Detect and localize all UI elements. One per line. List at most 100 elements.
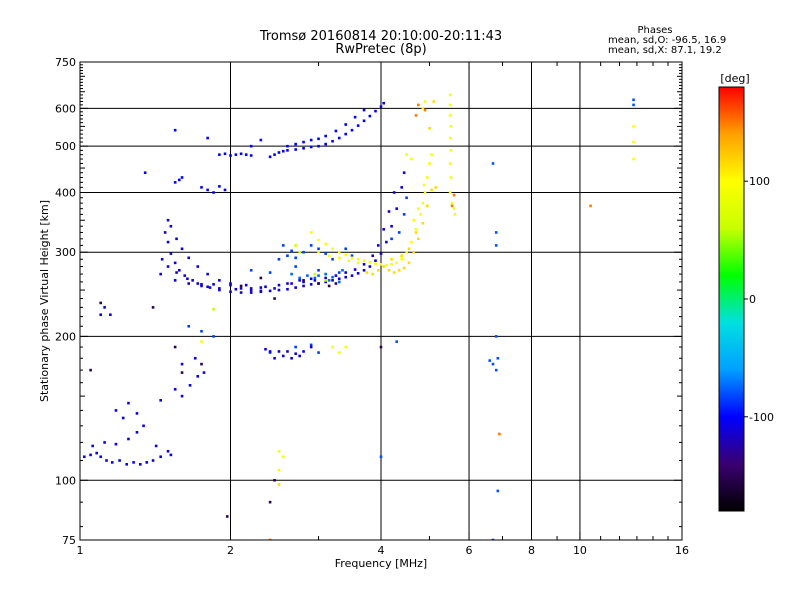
y-tick-label: 400 [55,186,76,199]
data-point [259,286,263,289]
data-point [331,275,334,279]
data-point [173,128,177,132]
data-point [249,268,253,272]
data-point [324,142,327,146]
data-point [159,455,162,459]
data-point [371,272,375,276]
phase-stats-heading: Phases [637,25,672,36]
data-point [294,345,297,349]
data-point [317,268,320,272]
data-point [402,266,406,270]
data-point [407,247,411,251]
data-point [414,114,418,117]
data-point [324,252,327,255]
data-point [344,247,348,251]
data-point [421,221,425,225]
data-point [365,271,369,274]
data-point [448,162,452,165]
data-point [450,204,454,208]
data-point [244,283,248,287]
data-point [268,500,272,504]
data-point [298,354,301,358]
data-point [277,283,281,287]
data-point [239,287,243,290]
data-point [452,207,456,210]
data-point [353,115,357,119]
data-point [382,228,385,231]
data-point [356,124,360,127]
data-point [327,254,331,258]
data-point [180,176,184,179]
data-point [200,362,203,366]
data-point [313,279,317,282]
data-point [206,285,209,289]
data-point [273,153,276,156]
data-point [286,350,289,353]
data-point [395,207,399,210]
data-point [434,186,438,189]
data-point [273,356,276,360]
data-point [239,152,243,156]
data-point [632,157,635,161]
data-point [281,149,285,153]
data-point [151,459,155,462]
data-point [234,153,238,156]
data-point [309,138,313,142]
data-point [206,188,209,192]
data-point [374,109,377,113]
data-point [344,132,348,136]
data-point [362,108,366,112]
data-point [196,282,200,285]
data-point [277,151,281,154]
data-point [200,283,203,286]
data-point [229,154,232,157]
data-point [362,263,366,266]
data-point [166,218,170,222]
data-point [368,114,372,118]
data-point [127,437,130,441]
data-point [277,449,281,453]
phase-stats-x: mean, sd,X: 87.1, 19.2 [608,45,722,56]
data-point [180,371,184,374]
data-point [135,412,139,415]
data-point [281,354,285,358]
colorbar-ticks: 100 0 -100 [744,175,774,424]
data-point [138,463,142,466]
data-point [249,288,253,292]
data-point [99,301,102,305]
data-point [324,280,327,284]
data-point [298,276,301,280]
data-point [187,324,191,328]
data-point [410,240,413,244]
data-point [249,291,253,294]
data-point [206,272,209,276]
y-tick-label: 750 [55,56,76,69]
data-point [376,268,380,272]
data-point [159,272,162,276]
data-point [309,283,313,286]
data-point [306,274,309,277]
data-point [407,261,411,265]
x-tick-label: 6 [466,544,473,557]
data-point [302,280,305,284]
x-axis-label: Frequency [MHz] [335,557,427,570]
colorbar-tick-label: -100 [749,411,774,424]
data-point [212,335,215,338]
data-point [428,126,431,130]
data-point [390,237,393,241]
data-point [379,252,383,255]
data-point [302,146,305,150]
data-point [259,276,263,280]
data-point [414,228,418,231]
data-point [109,313,112,317]
data-point [212,191,215,194]
x-tick-label: 10 [573,544,587,557]
data-point [327,284,331,288]
data-point [180,362,184,366]
data-point [417,103,420,107]
data-point [341,268,344,272]
data-point [294,256,297,260]
data-point [344,253,348,257]
data-point [264,347,267,351]
data-point [390,224,393,228]
